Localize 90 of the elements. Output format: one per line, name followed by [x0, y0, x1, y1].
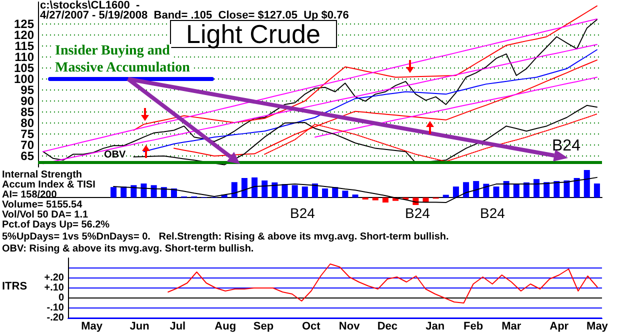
annotation: Insider Buying and	[55, 44, 170, 58]
x-tick-label: May	[81, 320, 104, 332]
bar	[342, 190, 348, 198]
annotation: 4/27/2007 - 5/19/2008 Band= .105 Close= $127.05 Up $0.76	[40, 10, 349, 22]
y-tick-label: +.10	[44, 282, 64, 294]
text: Light Crude	[186, 19, 320, 49]
line-series	[133, 104, 598, 166]
x-tick-label: Jun	[130, 320, 150, 332]
bar	[160, 187, 167, 198]
bar	[513, 184, 520, 198]
y-tick-label: 70	[20, 138, 34, 152]
y-tick-label: 120	[14, 28, 34, 42]
bar	[130, 185, 137, 198]
bar	[534, 179, 540, 198]
x-tick-label: Jan	[426, 320, 445, 332]
bar	[483, 184, 490, 198]
bar	[372, 198, 378, 200]
y-tick-label: 65	[20, 149, 34, 163]
line-series	[314, 76, 598, 138]
y-tick-label: +.20	[44, 272, 64, 284]
bar	[574, 178, 580, 198]
x-tick-label: Feb	[463, 320, 484, 332]
bar	[140, 184, 147, 198]
x-tick-label: Dec	[377, 320, 398, 332]
annotation: B24	[290, 205, 316, 221]
bar	[442, 194, 449, 198]
bar	[322, 188, 328, 198]
y-tick-label: -.20	[46, 312, 64, 324]
bar	[292, 185, 298, 198]
x-tick-label: Apr	[550, 320, 570, 332]
y-tick-label: 95	[20, 83, 34, 97]
y-tick-label: 105	[14, 61, 34, 75]
x-tick-label: Mar	[502, 320, 522, 332]
y-tick-label: 115	[14, 39, 34, 53]
annotation: Volume= 5155.54	[2, 200, 83, 210]
text: Vol/Vol 50 DA= 1.1	[2, 210, 88, 220]
bar	[231, 182, 238, 198]
bar	[150, 185, 157, 198]
y-tick-label: 80	[20, 116, 34, 130]
bar	[594, 184, 600, 198]
bar	[302, 186, 308, 198]
bar	[352, 194, 358, 198]
annotation: Massive Accumulation	[55, 60, 190, 76]
bar	[120, 186, 127, 198]
bar	[110, 187, 117, 198]
bar	[282, 184, 288, 198]
bar	[493, 186, 500, 198]
x-tick-label: Aug	[214, 320, 236, 332]
text: 5%UpDays= 1vs 5%DnDays= 0. Rel.Strength: Rising & above its mvg.avg. Short-term bullish.	[2, 232, 450, 242]
annotation: AI= 158/200	[2, 190, 58, 200]
y-tick-label: 85	[20, 105, 34, 119]
bar	[564, 180, 570, 198]
bar	[241, 178, 248, 198]
bar	[382, 198, 388, 203]
bar	[272, 182, 278, 198]
bar	[332, 187, 338, 198]
bar	[252, 177, 258, 198]
bar	[503, 181, 510, 198]
x-tick-label: Nov	[338, 320, 361, 332]
text: Pct.of Days Up= 56.2%	[2, 220, 110, 230]
bar	[463, 182, 470, 198]
bar	[554, 181, 560, 198]
bar	[452, 186, 459, 198]
bar	[262, 180, 268, 198]
annotation: B24	[480, 205, 506, 221]
x-tick-label: Jul	[170, 320, 186, 332]
y-tick-label: 0	[58, 292, 64, 304]
y-tick-label: 100	[14, 72, 34, 86]
line-series	[168, 264, 598, 304]
annotation: Accum Index & TISI	[2, 180, 96, 190]
y-tick-label: -.10	[46, 302, 64, 314]
bar	[473, 181, 480, 198]
y-tick-label: 90	[20, 94, 34, 108]
bar	[312, 184, 318, 198]
bar	[523, 182, 530, 198]
y-axis-title: ITRS	[2, 280, 28, 292]
x-tick-label: May	[586, 320, 609, 332]
x-tick-label: Sep	[253, 320, 274, 332]
annotation: Internal Strength	[2, 170, 82, 180]
bar	[544, 182, 550, 198]
y-tick-label: 125	[14, 17, 34, 31]
bar	[584, 170, 590, 198]
annotation: OBV	[104, 150, 126, 160]
y-tick-label: 110	[14, 50, 34, 64]
annotation: B24	[552, 138, 581, 154]
annotation: c:\stocks\CL1600 -	[40, 0, 140, 12]
text: OBV: Rising & above its mvg.avg. Short-term bullish.	[2, 244, 254, 254]
y-tick-label: 75	[20, 127, 34, 141]
x-tick-label: Oct	[302, 320, 321, 332]
annotation: B24	[405, 205, 430, 221]
